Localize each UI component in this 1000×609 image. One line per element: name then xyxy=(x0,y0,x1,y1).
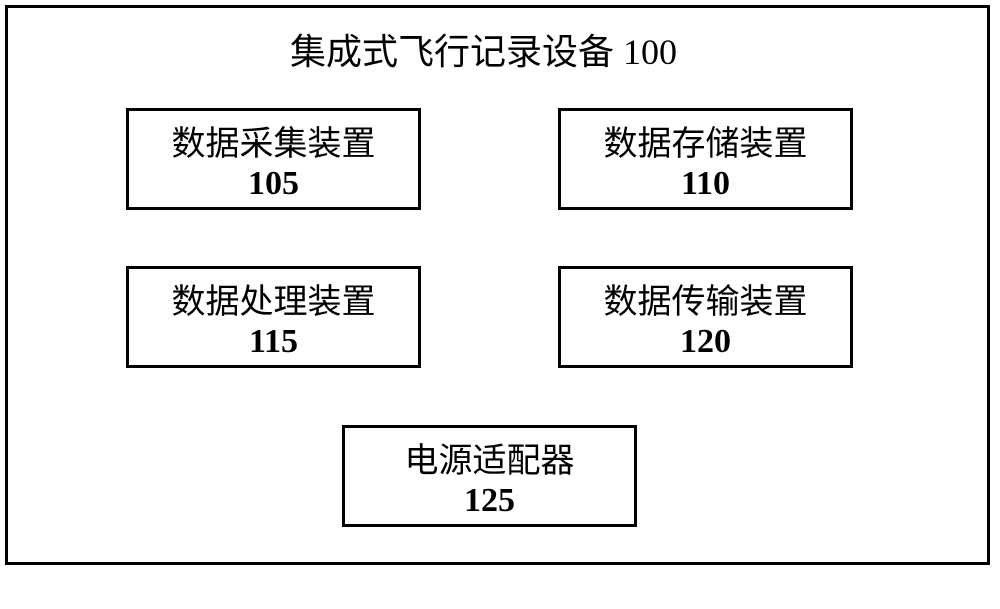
block-label: 数据存储装置 xyxy=(604,116,808,165)
block-number: 110 xyxy=(681,165,730,203)
component-block: 数据采集装置105 xyxy=(126,108,421,210)
title-text: 集成式飞行记录设备 100 xyxy=(290,32,677,72)
block-label: 数据处理装置 xyxy=(172,274,376,323)
block-label: 数据采集装置 xyxy=(172,116,376,165)
component-block: 电源适配器125 xyxy=(342,425,637,527)
diagram-title: 集成式飞行记录设备 100 xyxy=(290,23,677,75)
block-label: 电源适配器 xyxy=(405,433,575,482)
block-label: 数据传输装置 xyxy=(604,274,808,323)
component-block: 数据传输装置120 xyxy=(558,266,853,368)
component-block: 数据存储装置110 xyxy=(558,108,853,210)
block-number: 105 xyxy=(248,165,299,203)
block-number: 125 xyxy=(464,482,515,520)
block-number: 120 xyxy=(680,323,731,361)
block-number: 115 xyxy=(249,323,298,361)
component-block: 数据处理装置115 xyxy=(126,266,421,368)
